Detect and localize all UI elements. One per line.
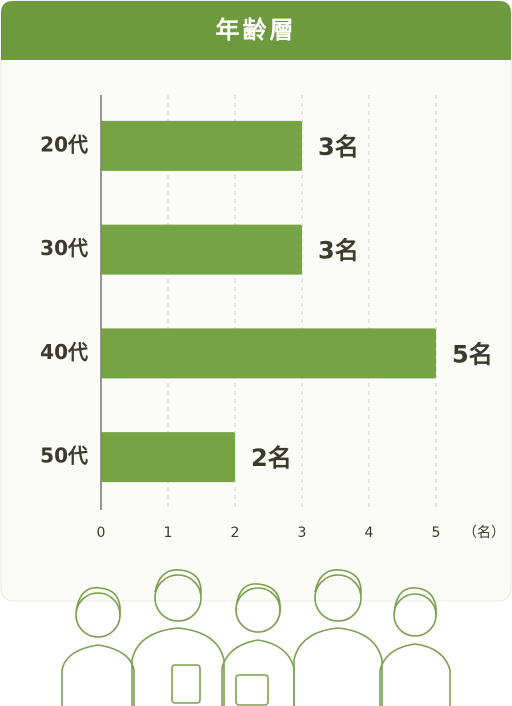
value-label: 5名: [452, 340, 493, 368]
bar: [101, 120, 302, 171]
header-bar: [1, 1, 511, 60]
bar: [101, 224, 302, 275]
value-label: 3名: [318, 237, 359, 265]
x-tick-label: 2: [231, 525, 240, 541]
bar: [101, 328, 436, 379]
y-tick-label: 30代: [40, 236, 88, 260]
y-tick-label: 50代: [40, 444, 88, 468]
y-tick-label: 20代: [40, 132, 88, 156]
x-tick-label: 1: [164, 525, 173, 541]
card: [0, 0, 512, 602]
x-tick-label: 3: [298, 525, 307, 541]
value-label: 3名: [318, 133, 359, 161]
value-label: 2名: [251, 444, 292, 472]
y-tick-label: 40代: [40, 340, 88, 364]
chart-title: 年齢層: [216, 16, 297, 44]
x-tick-label: 0: [97, 525, 106, 541]
people-illustration: [61, 569, 451, 706]
bar: [101, 432, 235, 483]
x-unit: （名）: [463, 525, 505, 541]
x-tick-label: 5: [432, 525, 441, 541]
x-tick-label: 4: [365, 525, 374, 541]
